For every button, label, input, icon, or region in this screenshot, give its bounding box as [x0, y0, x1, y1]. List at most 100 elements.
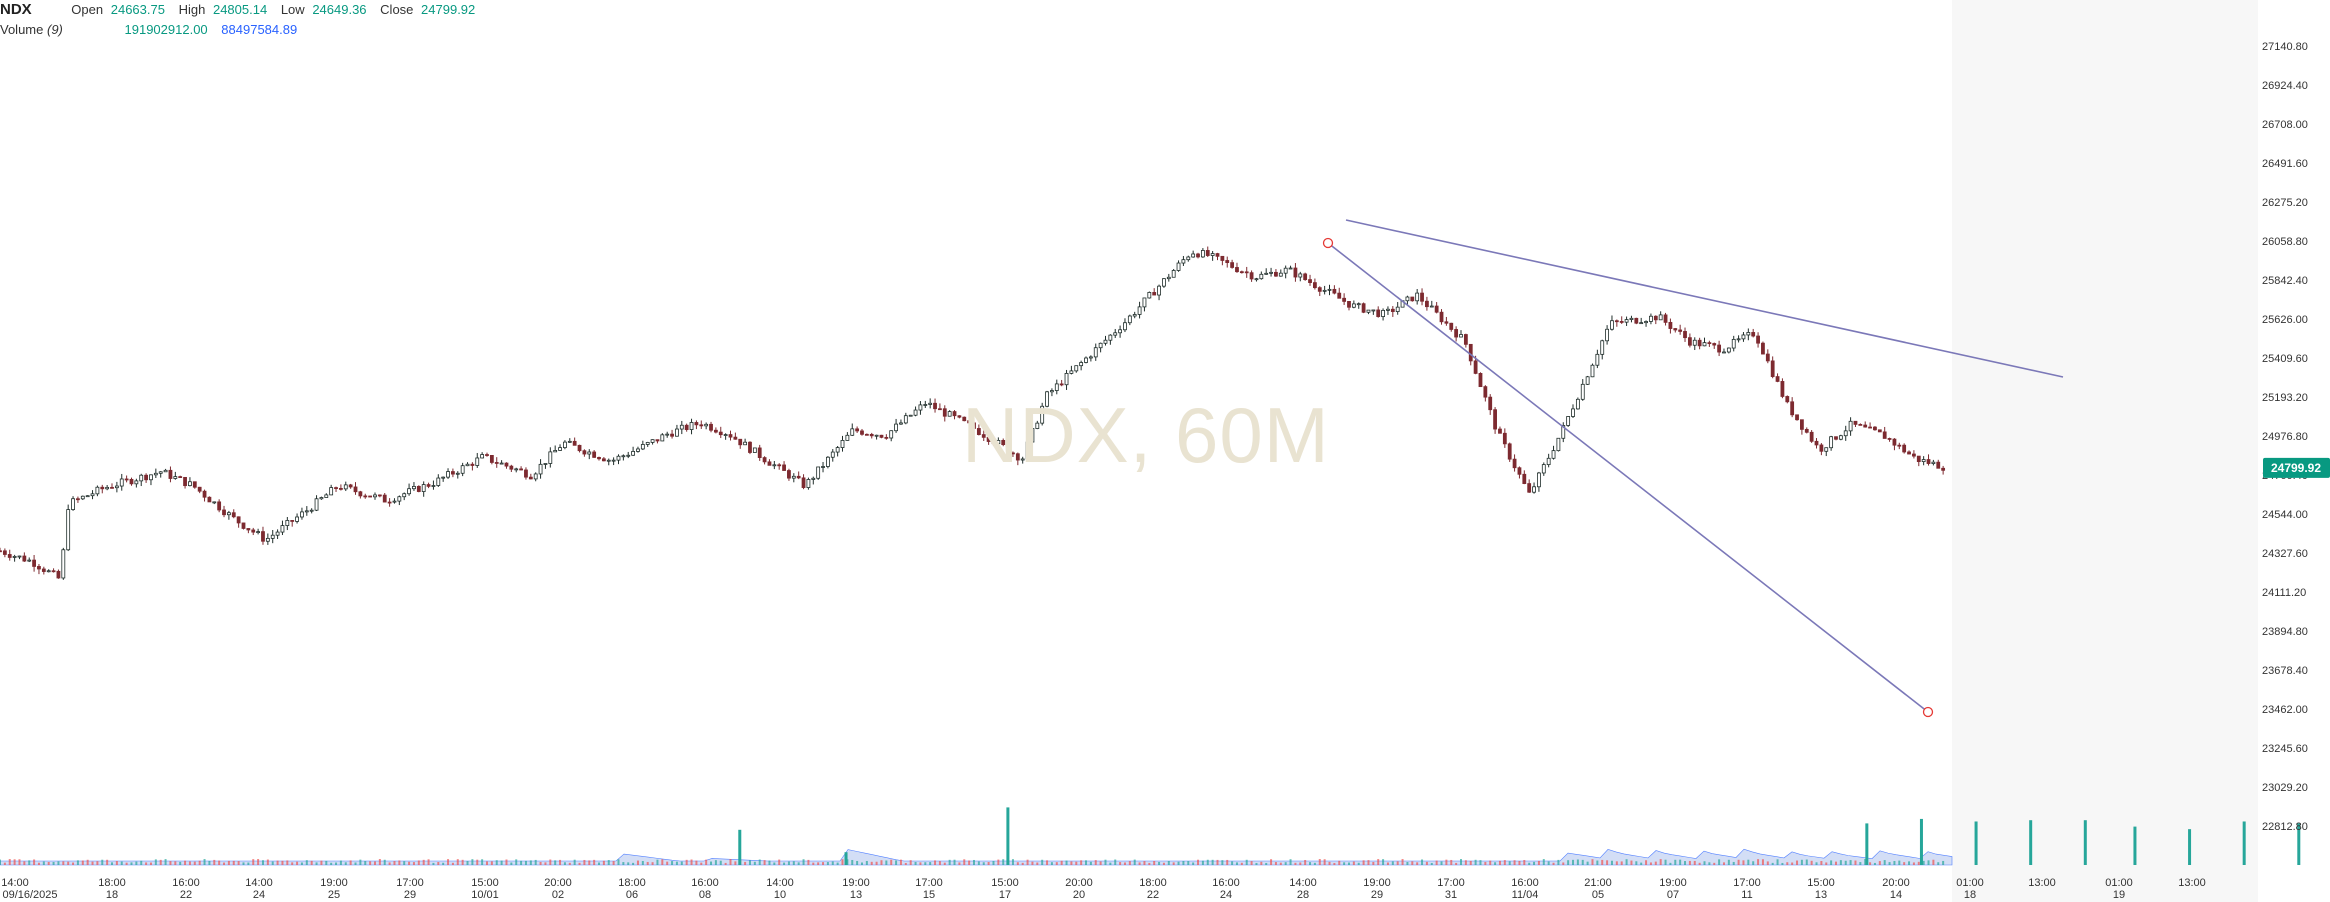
candle-body: [1303, 273, 1308, 280]
candle-body: [285, 520, 290, 526]
volume-pane: [0, 807, 2301, 866]
candle-body: [168, 469, 173, 479]
volume-bar: [495, 860, 498, 865]
volume-bar: [339, 860, 342, 865]
candle-body: [1376, 309, 1381, 317]
candle-body: [304, 510, 309, 513]
volume-bar: [1761, 859, 1764, 865]
volume-bar: [568, 862, 571, 865]
volume-bar: [636, 860, 639, 865]
candle-body: [1566, 416, 1571, 426]
volume-bar: [1703, 861, 1706, 865]
volume-bar: [646, 861, 649, 865]
volume-bar: [13, 859, 16, 865]
candle-body: [1405, 296, 1410, 302]
volume-bar: [1309, 862, 1312, 865]
volume-bar: [442, 862, 445, 865]
candle-body: [1780, 381, 1785, 397]
price-axis[interactable]: 27140.80 26924.40 26708.00 26491.60 26275.20…: [2262, 41, 2330, 833]
volume-bar: [398, 860, 401, 865]
symbol-name[interactable]: NDX: [0, 1, 32, 18]
candle-body: [1736, 338, 1741, 341]
candle-body: [1176, 262, 1181, 271]
volume-bar: [622, 862, 625, 865]
price-tick-label: 23245.60: [2262, 743, 2308, 755]
volume-bar: [1377, 859, 1380, 865]
volume-bar: [218, 860, 221, 865]
volume-bar: [130, 862, 133, 865]
volume-bar: [1206, 859, 1209, 865]
volume-spike-bar: [2242, 821, 2246, 865]
volume-bar: [563, 862, 566, 865]
candle-body: [1775, 376, 1780, 382]
volume-bar: [1630, 860, 1633, 865]
volume-label[interactable]: Volume: [0, 22, 44, 37]
candle-body: [1210, 253, 1215, 256]
candle-body: [1064, 372, 1069, 386]
candle-body: [61, 549, 66, 579]
candle-body: [1108, 334, 1113, 341]
volume-bar: [72, 862, 75, 865]
candle-body: [494, 462, 499, 464]
candle-body: [601, 458, 606, 462]
volume-bar: [851, 859, 854, 865]
upper-trendline[interactable]: [1345, 219, 2064, 378]
volume-bar: [1572, 859, 1575, 865]
candle-body: [1634, 317, 1639, 324]
lower-trendline[interactable]: [1327, 242, 1929, 713]
volume-bar: [1362, 860, 1365, 865]
volume-bar: [612, 861, 615, 865]
low-label: Low: [280, 2, 305, 17]
candle-body: [767, 461, 772, 466]
volume-bar: [1294, 862, 1297, 865]
candle-body: [265, 537, 270, 542]
candle-body: [894, 423, 898, 432]
candle-body: [504, 462, 509, 467]
candle-body: [124, 478, 129, 481]
candle-body: [1653, 315, 1658, 321]
volume-bar: [1357, 862, 1360, 865]
volume-bar: [1031, 861, 1034, 865]
volume-bar: [476, 859, 479, 865]
candle-body: [713, 429, 718, 433]
volume-bar: [890, 859, 893, 865]
ohlc-row: NDX Open 24663.75 High 24805.14 Low 2464…: [0, 0, 485, 20]
candle-body: [1941, 467, 1946, 471]
time-tick-label: 01:00: [2105, 877, 2133, 889]
volume-bar: [714, 860, 717, 865]
trendline-start-handle[interactable]: [1322, 237, 1334, 249]
time-axis[interactable]: 14:0009/16/202518:001816:002214:002419:0…: [1, 877, 2206, 901]
volume-bar: [1089, 861, 1092, 865]
candle-body: [17, 555, 22, 558]
volume-bar: [977, 861, 980, 865]
candle-body: [241, 522, 246, 529]
volume-bar: [1771, 862, 1774, 865]
date-tick-label: 29: [404, 889, 416, 901]
candle-body: [1726, 347, 1731, 353]
candle-body: [879, 434, 884, 438]
trendlines[interactable]: [1322, 219, 2064, 718]
candle-body: [811, 477, 816, 480]
candle-body: [1113, 332, 1118, 336]
volume-bar: [1937, 862, 1940, 865]
candle-body: [202, 490, 207, 498]
volume-bar: [1050, 862, 1053, 865]
price-tick-label: 24327.60: [2262, 548, 2308, 560]
volume-bar: [393, 861, 396, 865]
candle-body: [222, 509, 226, 516]
price-tick-label: 23894.80: [2262, 626, 2308, 638]
candle-body: [684, 424, 689, 430]
volume-bar: [1664, 859, 1667, 865]
time-tick-label: 14:00: [1, 877, 29, 889]
volume-bar: [1942, 860, 1945, 865]
volume-bar: [870, 861, 873, 865]
volume-bar: [101, 859, 104, 865]
candle-body: [1074, 365, 1079, 372]
trendline-end-handle[interactable]: [1922, 706, 1934, 718]
volume-bar: [179, 861, 182, 865]
candle-body: [830, 451, 835, 458]
volume-bar: [607, 860, 610, 865]
candle-body: [1425, 300, 1429, 308]
volume-bar: [627, 862, 630, 865]
